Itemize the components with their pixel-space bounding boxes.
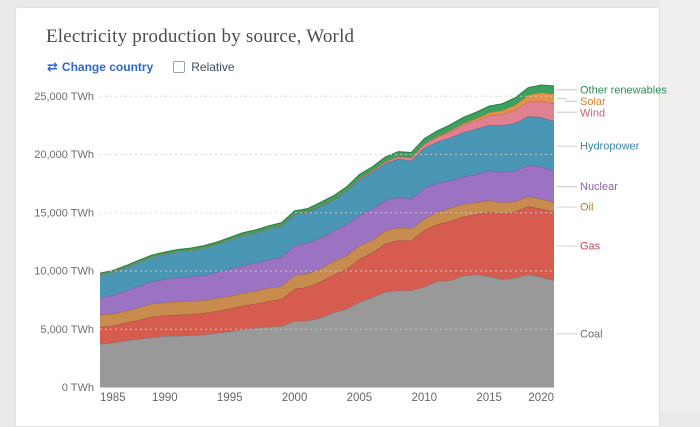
y-tick-label-25000: 25,000 TWh (34, 91, 94, 103)
legend-label-hydropower[interactable]: Hydropower (580, 141, 640, 153)
x-tick-label-1985: 1985 (100, 392, 126, 404)
area-solar[interactable] (100, 92, 554, 275)
stacked-area-chart[interactable]: 0 TWh 5,000 TWh 10,000 TWh 15,000 TWh 20,000… (0, 0, 700, 412)
chart-title: Electricity production by source, World (46, 26, 355, 47)
area-hydropower[interactable] (100, 116, 554, 298)
x-tick-label-2015: 2015 (476, 392, 502, 404)
y-tick-label-5000: 5,000 TWh (40, 324, 94, 336)
legend-label-nuclear[interactable]: Nuclear (580, 181, 618, 193)
legend-label-gas[interactable]: Gas (580, 240, 601, 252)
change-country-button[interactable]: ⇄ Change country (47, 59, 153, 75)
area-gas[interactable] (100, 206, 554, 344)
relative-toggle[interactable]: Relative (173, 60, 235, 74)
change-country-label: Change country (61, 60, 154, 74)
page-background-strip (660, 0, 700, 412)
x-tick-label-1990: 1990 (152, 392, 178, 404)
legend-label-wind[interactable]: Wind (580, 107, 605, 119)
area-coal[interactable] (100, 274, 554, 388)
area-oil[interactable] (100, 196, 554, 328)
swap-arrows-icon: ⇄ (47, 59, 58, 74)
legend-label-solar[interactable]: Solar (580, 96, 606, 108)
legend-label-coal[interactable]: Coal (580, 328, 603, 340)
x-tick-label-1995: 1995 (217, 392, 243, 404)
area-nuclear[interactable] (100, 165, 554, 315)
area-other_renewables[interactable] (100, 85, 554, 275)
legend-leader-solar (556, 98, 577, 102)
x-tick-label-2000: 2000 (282, 392, 308, 404)
relative-label: Relative (191, 60, 235, 74)
y-tick-label-20000: 20,000 TWh (34, 149, 94, 161)
area-edge-other_renewables (99, 84, 555, 274)
area-wind[interactable] (100, 100, 554, 275)
legend-label-oil[interactable]: Oil (580, 201, 593, 213)
legend-label-other_renewables[interactable]: Other renewables (580, 84, 667, 96)
y-tick-label-0: 0 TWh (62, 382, 94, 394)
x-tick-label-2005: 2005 (347, 392, 373, 404)
relative-checkbox[interactable] (173, 61, 186, 73)
y-tick-label-15000: 15,000 TWh (34, 207, 94, 219)
y-tick-label-10000: 10,000 TWh (34, 266, 94, 278)
chart-controls: ⇄ Change country Relative (47, 59, 235, 75)
x-tick-label-2010: 2010 (411, 392, 437, 404)
x-tick-label-2020: 2020 (528, 392, 554, 404)
